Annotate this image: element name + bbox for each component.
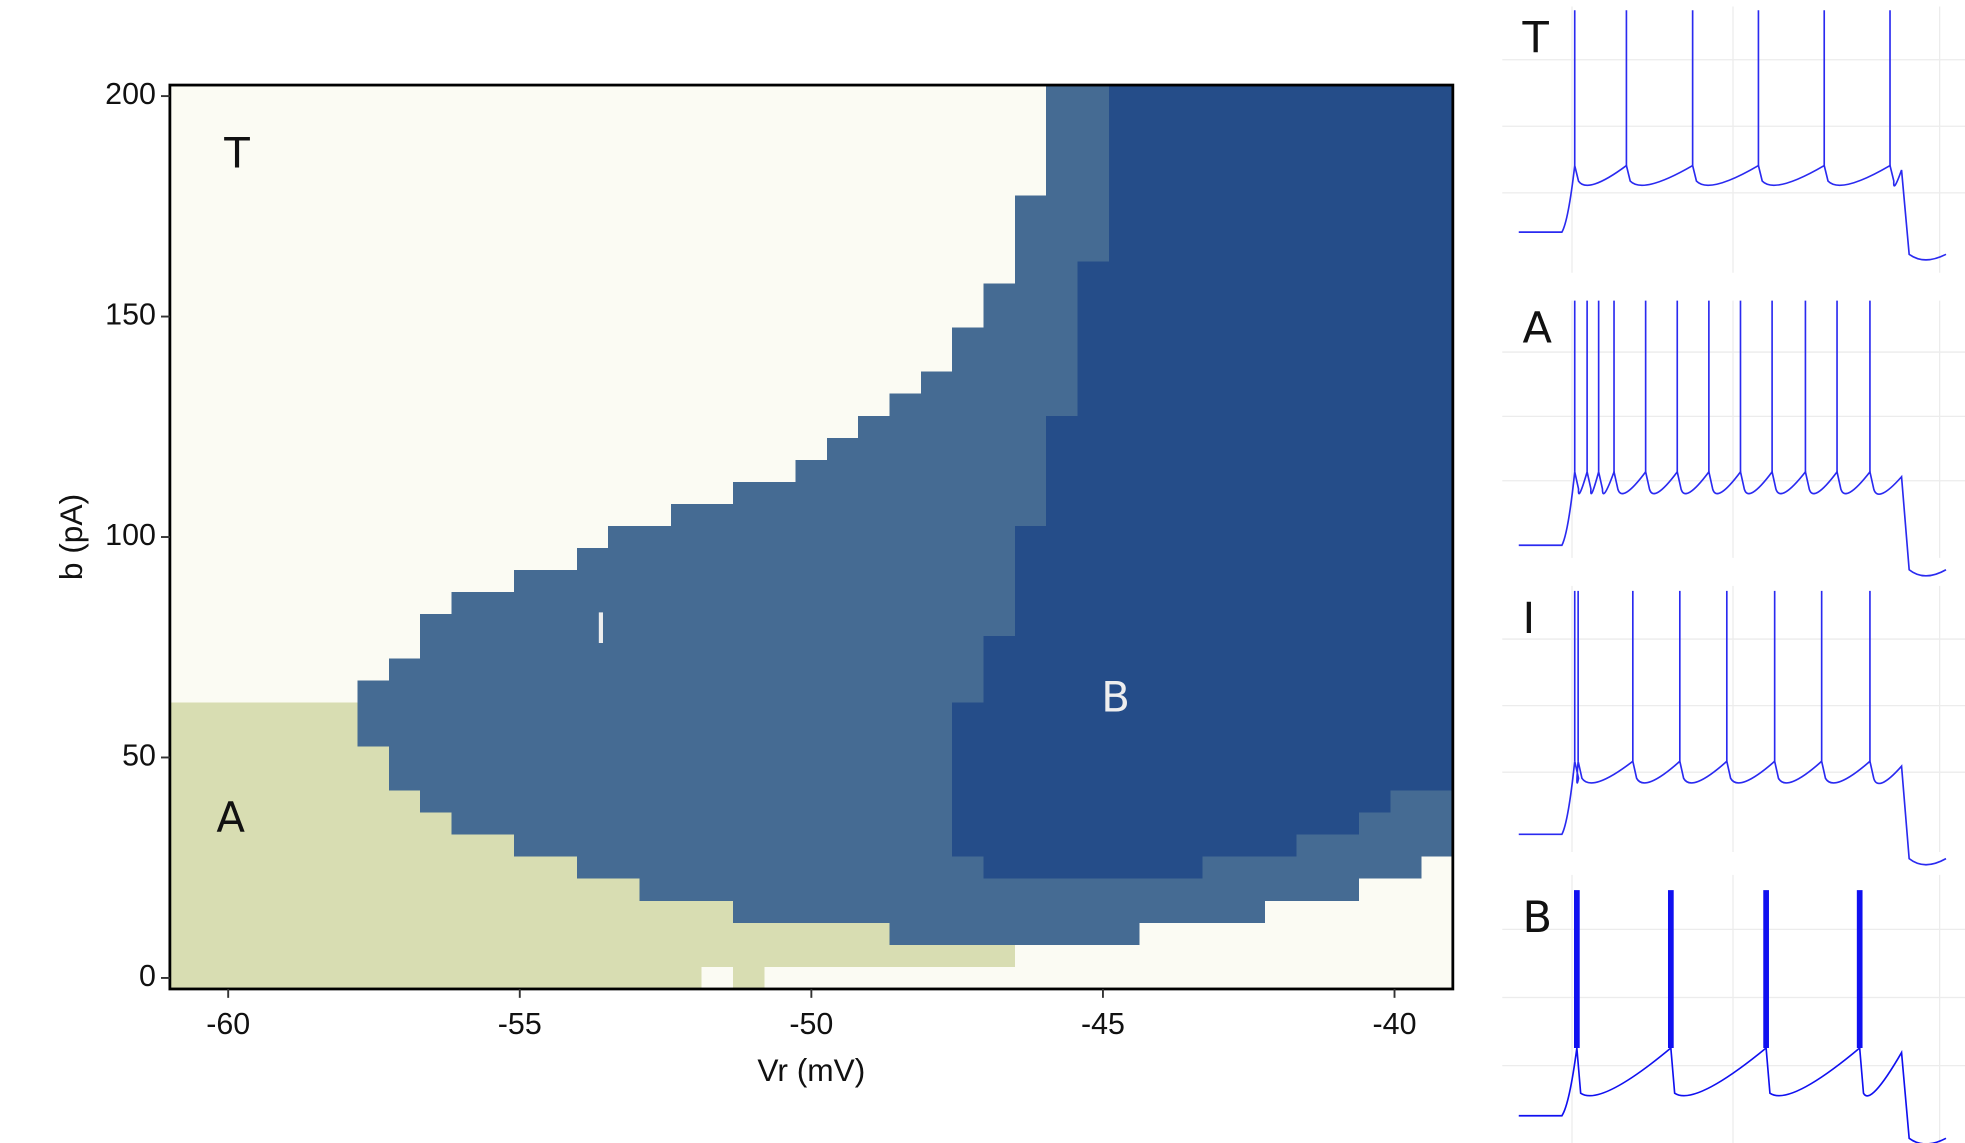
- region-map: T A I B -60 -55 -50 -45 -40 0 50 100 150 200 Vr (mV) b …: [53, 77, 1455, 1088]
- region-label: A: [216, 793, 245, 842]
- y-tick-label: 150: [105, 298, 156, 332]
- x-tick-label: -45: [1081, 1007, 1125, 1041]
- x-tick-label: -55: [498, 1007, 542, 1041]
- trace-waveform: [1518, 759, 1947, 866]
- region: [951, 85, 1453, 879]
- x-axis-label: Vr (mV): [757, 1052, 865, 1088]
- y-tick-label: 200: [105, 77, 156, 111]
- y-axis-label: b (pA): [53, 494, 89, 580]
- y-tick-label: 100: [105, 518, 156, 552]
- trace-label: I: [1523, 594, 1536, 644]
- y-tick-label: 0: [139, 959, 156, 993]
- region-label: B: [1101, 672, 1130, 721]
- trace-waveform: [1518, 1046, 1947, 1143]
- trace-waveform: [1518, 468, 1947, 577]
- y-tick-label: 50: [122, 739, 156, 773]
- trace-label: T: [1522, 13, 1550, 63]
- trace-label: A: [1523, 304, 1553, 354]
- x-tick-label: -40: [1373, 1007, 1417, 1041]
- trace-label: B: [1523, 893, 1553, 943]
- trace-panel: A: [1502, 300, 1965, 577]
- trace-waveform: [1518, 164, 1947, 261]
- x-tick-label: -50: [789, 1007, 833, 1041]
- trace-panel: T: [1502, 6, 1965, 273]
- region-label: T: [223, 129, 250, 178]
- trace-panel: B: [1502, 874, 1965, 1143]
- trace-panel: I: [1502, 585, 1965, 866]
- trace-panels: T A I B: [1502, 6, 1965, 1143]
- x-tick-label: -60: [206, 1007, 250, 1041]
- region-label: I: [595, 604, 607, 653]
